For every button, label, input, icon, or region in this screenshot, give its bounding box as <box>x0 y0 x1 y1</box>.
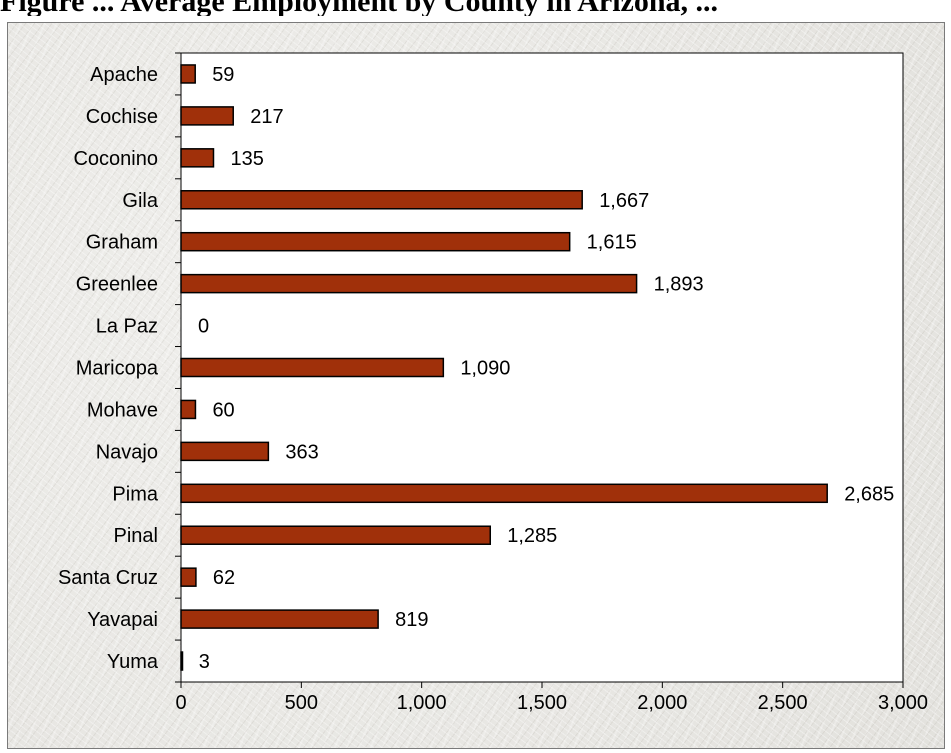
x-tick-label: 3,000 <box>878 692 928 714</box>
category-label-maricopa: Maricopa <box>76 358 159 380</box>
bar-coconino <box>180 148 215 168</box>
value-label-greenlee: 1,893 <box>654 274 704 296</box>
value-label-santa-cruz: 62 <box>213 567 235 589</box>
category-label-santa-cruz: Santa Cruz <box>58 567 158 589</box>
value-label-apache: 59 <box>212 64 234 86</box>
category-label-coconino: Coconino <box>73 148 158 170</box>
category-label-la-paz: La Paz <box>96 316 158 338</box>
x-tick-label: 0 <box>175 692 186 714</box>
bar-graham <box>180 231 571 252</box>
bar-santa-cruz <box>180 567 197 587</box>
value-label-cochise: 217 <box>250 106 283 128</box>
category-label-pinal: Pinal <box>114 525 158 547</box>
x-tick-label: 500 <box>285 692 318 714</box>
bar-navajo <box>180 441 270 462</box>
value-label-yavapai: 819 <box>395 609 428 631</box>
bars-layer <box>180 64 828 671</box>
category-label-cochise: Cochise <box>86 106 158 128</box>
bar-gila <box>180 190 583 210</box>
value-label-graham: 1,615 <box>587 232 637 254</box>
category-label-greenlee: Greenlee <box>76 274 158 296</box>
bar-mohave <box>180 399 197 420</box>
bar-greenlee <box>180 273 638 294</box>
category-label-yuma: Yuma <box>107 651 159 673</box>
category-label-mohave: Mohave <box>87 399 158 421</box>
value-label-pinal: 1,285 <box>507 525 557 547</box>
bar-cochise <box>180 106 234 126</box>
value-label-la-paz: 0 <box>198 316 209 338</box>
axes-layer <box>175 52 904 688</box>
category-label-yavapai: Yavapai <box>87 609 158 631</box>
value-label-navajo: 363 <box>285 441 318 463</box>
bar-maricopa <box>180 357 445 378</box>
labels-layer: 0 500 1,000 1,500 2,000 2,500 3,000 Apache 59 Coc… <box>58 64 928 714</box>
value-label-yuma: 3 <box>199 651 210 673</box>
bar-yavapai <box>180 609 379 629</box>
category-label-apache: Apache <box>90 64 158 86</box>
value-label-gila: 1,667 <box>599 190 649 212</box>
x-tick-label: 2,500 <box>758 692 808 714</box>
value-label-maricopa: 1,090 <box>460 358 510 380</box>
category-label-gila: Gila <box>122 190 158 212</box>
x-tick-label: 2,000 <box>637 692 687 714</box>
value-label-coconino: 135 <box>230 148 263 170</box>
category-label-graham: Graham <box>86 232 158 254</box>
value-label-pima: 2,685 <box>844 483 894 505</box>
bar-pinal <box>180 525 492 545</box>
figure-heading: Figure ... Average Employment by County … <box>0 0 951 16</box>
category-label-navajo: Navajo <box>96 441 158 463</box>
category-label-pima: Pima <box>112 483 158 505</box>
bar-pima <box>180 483 828 504</box>
bar-apache <box>180 64 196 84</box>
x-tick-label: 1,000 <box>397 692 447 714</box>
value-label-mohave: 60 <box>212 399 234 421</box>
x-tick-label: 1,500 <box>517 692 567 714</box>
